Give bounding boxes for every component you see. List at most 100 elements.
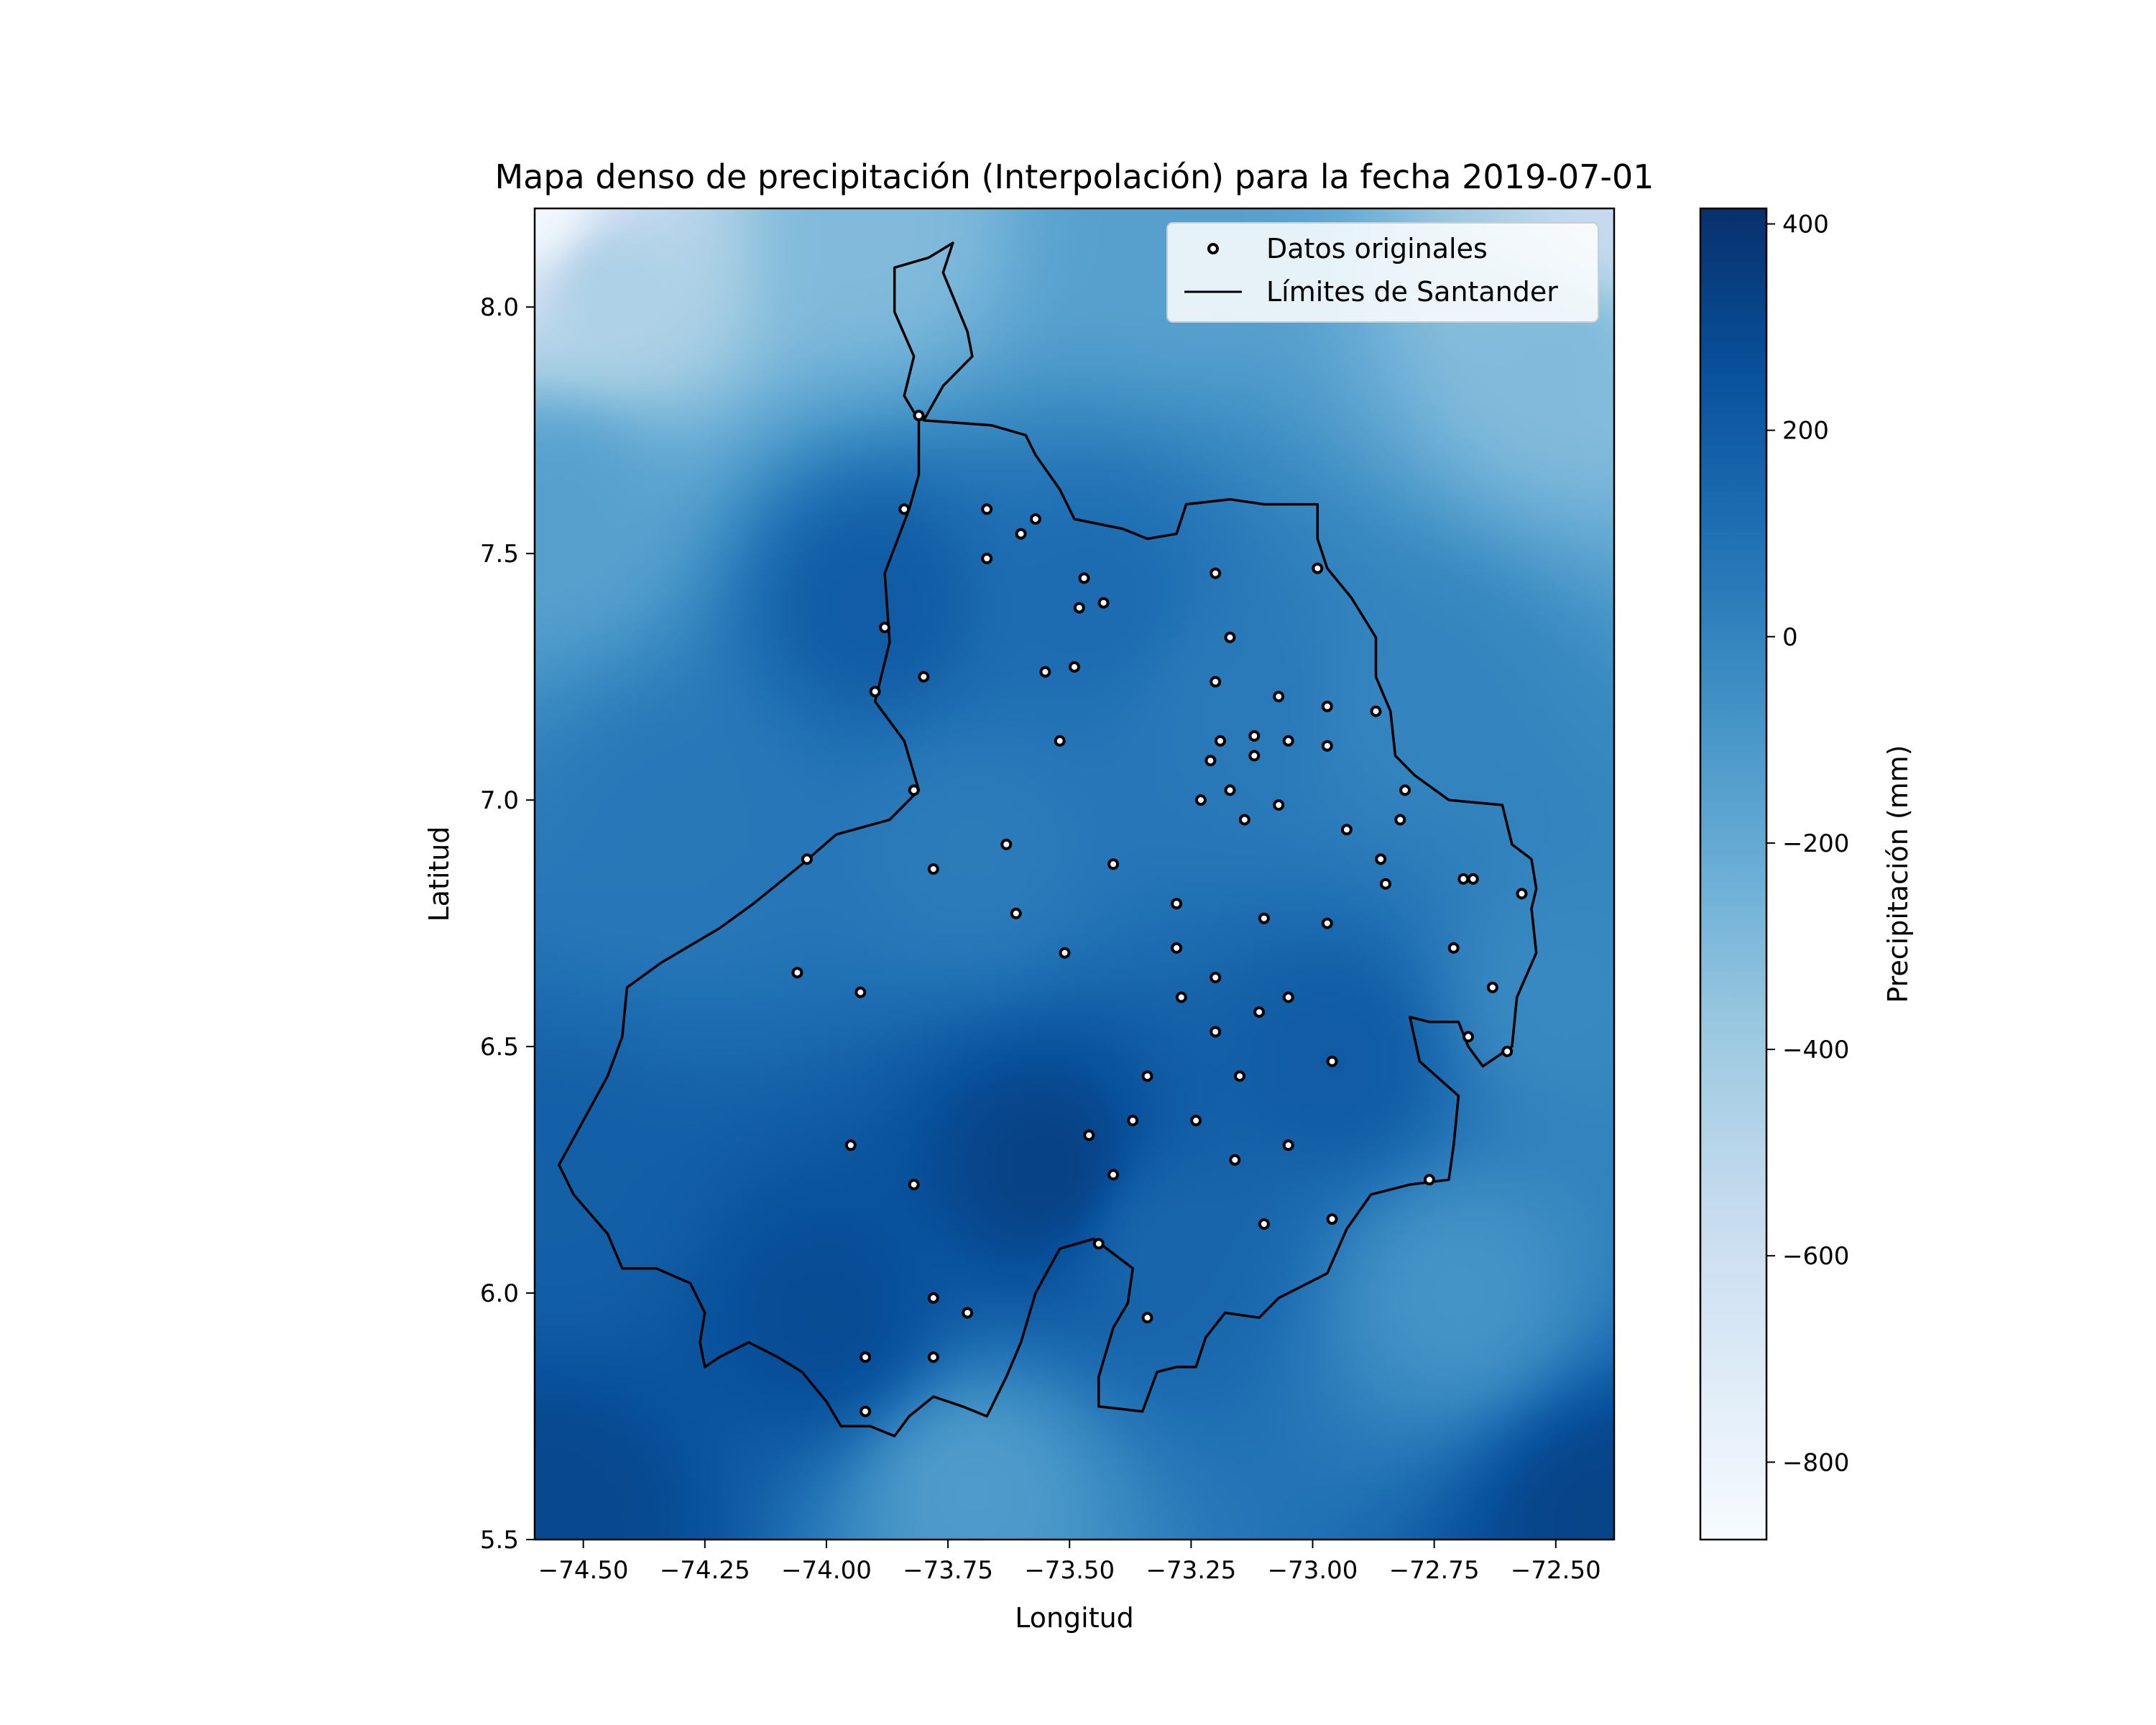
station-point [1107,1169,1120,1181]
station-point [1210,972,1222,983]
x-tick-label: −73.50 [1024,1556,1115,1585]
colorbar-tick-label: 400 [1782,211,1829,239]
station-point [1462,1031,1474,1043]
station-point [1171,898,1183,910]
station-point [981,553,993,564]
x-tick-label: −74.50 [538,1556,629,1585]
station-point [1326,1213,1338,1225]
station-point [1467,873,1479,885]
stations-layer [791,410,1528,1417]
station-point [1073,602,1085,614]
station-point [1092,1238,1105,1250]
station-point [1447,942,1460,954]
station-point [801,853,813,865]
station-point [1097,597,1110,609]
station-point [927,1351,939,1363]
plot-frame [533,207,1616,1541]
colorbar-gradient [1699,207,1768,1541]
station-point [1215,735,1226,747]
y-tick-label: 6.0 [480,1279,519,1308]
station-point [1248,750,1261,762]
station-point [1107,858,1120,870]
station-point [1015,528,1027,540]
station-point [879,622,891,633]
station-point [844,1139,857,1151]
station-point [1457,873,1470,885]
station-point [1282,735,1294,747]
station-point [981,503,993,515]
station-point [1273,691,1285,703]
station-point [1394,814,1406,826]
station-point [1141,1312,1153,1324]
station-point [1312,562,1324,574]
santander-boundary-layer [558,242,1538,1438]
station-point [1340,824,1353,836]
y-tick-label: 5.5 [480,1526,519,1555]
station-point [1039,666,1051,678]
station-point [1000,838,1013,850]
colorbar-tick-label: 0 [1782,623,1798,652]
x-tick-label: −72.50 [1511,1556,1601,1585]
x-axis: −74.50 −74.25 −74.00 −73.75 −73.50 −73.25 −73.… [538,1540,1601,1585]
station-point [1516,888,1528,900]
santander-boundary-line [558,242,1538,1438]
x-tick-label: −73.75 [903,1556,993,1585]
colorbar-label: Precipitación (mm) [1882,745,1914,1003]
station-point [1253,1006,1266,1018]
station-point [908,784,920,796]
station-point [1190,1115,1202,1126]
station-point [1370,705,1382,717]
station-point [1171,942,1183,954]
x-tick-label: −73.00 [1268,1556,1358,1585]
y-axis-label: Latitud [423,826,455,921]
colorbar-tick-label: −800 [1782,1448,1849,1477]
station-point [1501,1045,1514,1057]
legend-item-boundary: Límites de Santander [1266,276,1558,308]
y-tick-label: 7.0 [480,786,519,815]
station-point [1204,755,1217,767]
station-point [913,410,925,422]
station-point [1224,631,1236,643]
station-point [1029,513,1041,525]
station-point [927,863,939,875]
colorbar-tick-label: −200 [1782,829,1849,858]
station-point [1238,814,1250,826]
station-point [1010,907,1022,919]
station-point [1210,676,1222,688]
station-point [1375,853,1387,865]
x-tick-label: −74.25 [660,1556,750,1585]
x-axis-label: Longitud [1015,1602,1134,1634]
station-point [1258,1218,1270,1230]
station-point [1321,700,1333,712]
station-point [860,1405,872,1417]
x-tick-label: −72.75 [1389,1556,1480,1585]
station-point [1248,730,1261,742]
station-point [1059,947,1071,959]
station-point [1224,784,1236,796]
station-point [1229,1154,1241,1166]
colorbar-ticks: 400 200 0 −200 −400 −600 −800 [1766,211,1849,1477]
colorbar-tick-label: −400 [1782,1036,1849,1064]
station-point [1258,912,1270,924]
station-point [1141,1070,1153,1082]
station-point [1194,794,1207,806]
station-point [1399,784,1411,796]
station-point [854,986,867,998]
colorbar: 400 200 0 −200 −400 −600 −800 Precipitación (m… [1699,207,1914,1541]
station-point [1486,981,1498,993]
station-point [1054,735,1066,747]
station-point [908,1179,920,1191]
station-point [1380,878,1391,890]
station-point [1234,1070,1245,1082]
station-point [1210,567,1222,579]
chart-title: Mapa denso de precipitación (Interpolaci… [494,157,1654,196]
station-point [927,1292,939,1304]
station-point [860,1351,872,1363]
y-tick-label: 7.5 [480,540,519,569]
station-point [1282,991,1294,1003]
station-point [962,1307,974,1319]
plot-area [533,207,1616,1541]
legend-marker-circle-icon [1207,243,1219,254]
station-point [1069,661,1080,673]
